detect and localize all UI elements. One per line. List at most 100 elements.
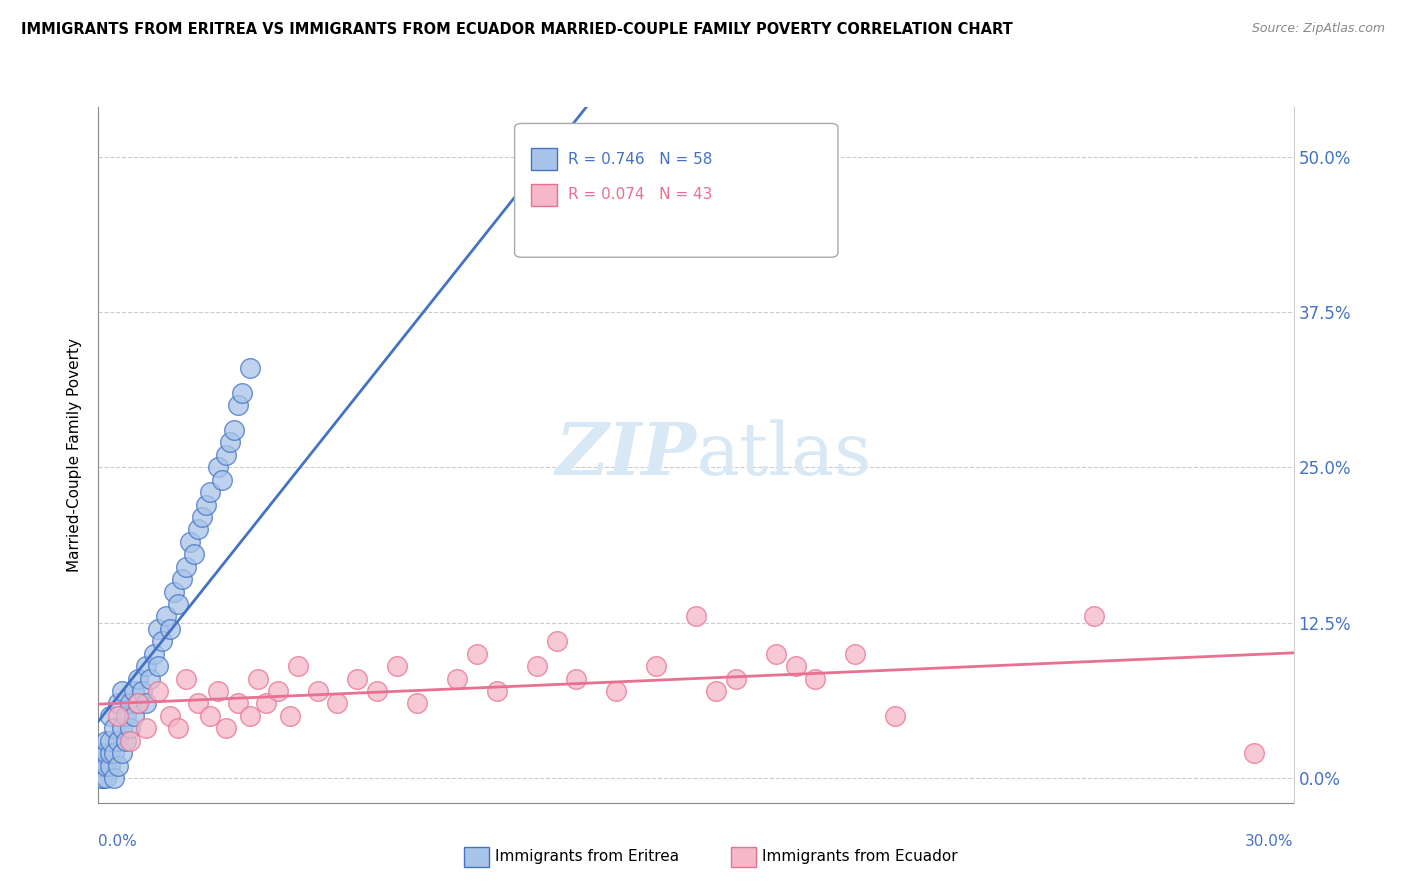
Point bbox=[111, 746, 134, 760]
Point bbox=[1243, 746, 1265, 760]
Point bbox=[103, 746, 125, 760]
Point bbox=[246, 672, 269, 686]
Point bbox=[127, 697, 149, 711]
Point bbox=[198, 485, 221, 500]
Point bbox=[155, 609, 177, 624]
Point bbox=[179, 534, 201, 549]
Point bbox=[100, 733, 122, 747]
Point bbox=[346, 672, 368, 686]
Point bbox=[195, 498, 218, 512]
Point bbox=[163, 584, 186, 599]
Point bbox=[115, 708, 138, 723]
Point bbox=[226, 697, 249, 711]
Point bbox=[159, 708, 181, 723]
Point bbox=[884, 708, 907, 723]
Point bbox=[785, 659, 807, 673]
Point bbox=[278, 708, 301, 723]
Point bbox=[96, 733, 118, 747]
Text: R = 0.074   N = 43: R = 0.074 N = 43 bbox=[568, 187, 713, 202]
Point bbox=[127, 697, 149, 711]
Point bbox=[91, 758, 114, 772]
Point bbox=[148, 684, 170, 698]
Point bbox=[254, 697, 277, 711]
Point bbox=[485, 684, 508, 698]
Point bbox=[406, 697, 429, 711]
Text: IMMIGRANTS FROM ERITREA VS IMMIGRANTS FROM ECUADOR MARRIED-COUPLE FAMILY POVERTY: IMMIGRANTS FROM ERITREA VS IMMIGRANTS FR… bbox=[21, 22, 1012, 37]
Point bbox=[127, 672, 149, 686]
Point bbox=[150, 634, 173, 648]
Point bbox=[546, 634, 568, 648]
Point bbox=[100, 746, 122, 760]
Point bbox=[198, 708, 221, 723]
Text: 0.0%: 0.0% bbox=[98, 834, 138, 849]
Point bbox=[107, 758, 129, 772]
Point bbox=[135, 659, 157, 673]
Point bbox=[191, 510, 214, 524]
Point bbox=[187, 697, 209, 711]
Text: Source: ZipAtlas.com: Source: ZipAtlas.com bbox=[1251, 22, 1385, 36]
Point bbox=[226, 398, 249, 412]
Point bbox=[219, 435, 242, 450]
Point bbox=[174, 672, 197, 686]
Point bbox=[526, 659, 548, 673]
Point bbox=[207, 460, 229, 475]
Text: Immigrants from Ecuador: Immigrants from Ecuador bbox=[762, 849, 957, 863]
Point bbox=[100, 758, 122, 772]
Point bbox=[139, 672, 162, 686]
Point bbox=[645, 659, 668, 673]
Point bbox=[159, 622, 181, 636]
Y-axis label: Married-Couple Family Poverty: Married-Couple Family Poverty bbox=[67, 338, 83, 572]
Point bbox=[107, 708, 129, 723]
Point bbox=[96, 746, 118, 760]
Point bbox=[187, 523, 209, 537]
Point bbox=[120, 733, 142, 747]
Point bbox=[446, 672, 468, 686]
Point bbox=[211, 473, 233, 487]
Point bbox=[100, 708, 122, 723]
Point bbox=[148, 622, 170, 636]
Point bbox=[115, 733, 138, 747]
Point bbox=[148, 659, 170, 673]
Point bbox=[172, 572, 194, 586]
Text: atlas: atlas bbox=[696, 419, 872, 491]
Point bbox=[183, 547, 205, 561]
Point bbox=[167, 721, 190, 735]
Text: ZIP: ZIP bbox=[555, 419, 696, 491]
Point bbox=[215, 448, 238, 462]
Point bbox=[724, 672, 747, 686]
Point bbox=[174, 559, 197, 574]
Point bbox=[91, 771, 114, 785]
Point bbox=[605, 684, 627, 698]
Point bbox=[107, 733, 129, 747]
Point bbox=[465, 647, 488, 661]
Point bbox=[124, 684, 146, 698]
Point bbox=[135, 721, 157, 735]
Text: Immigrants from Eritrea: Immigrants from Eritrea bbox=[495, 849, 679, 863]
Point bbox=[239, 361, 262, 376]
Point bbox=[111, 684, 134, 698]
Point bbox=[103, 771, 125, 785]
Point bbox=[103, 721, 125, 735]
Point bbox=[124, 708, 146, 723]
Point bbox=[765, 647, 787, 661]
Point bbox=[120, 697, 142, 711]
Point bbox=[107, 697, 129, 711]
Point bbox=[215, 721, 238, 735]
Point bbox=[207, 684, 229, 698]
Point bbox=[366, 684, 388, 698]
Point bbox=[135, 697, 157, 711]
Point bbox=[143, 647, 166, 661]
Point bbox=[844, 647, 866, 661]
Point bbox=[326, 697, 349, 711]
Point bbox=[96, 771, 118, 785]
Point bbox=[131, 684, 153, 698]
Point bbox=[231, 385, 253, 400]
Point bbox=[385, 659, 409, 673]
Point bbox=[685, 609, 707, 624]
Point bbox=[222, 423, 245, 437]
Point bbox=[91, 771, 114, 785]
Point bbox=[120, 721, 142, 735]
Point bbox=[267, 684, 290, 698]
Point bbox=[111, 721, 134, 735]
Text: R = 0.746   N = 58: R = 0.746 N = 58 bbox=[568, 152, 713, 167]
